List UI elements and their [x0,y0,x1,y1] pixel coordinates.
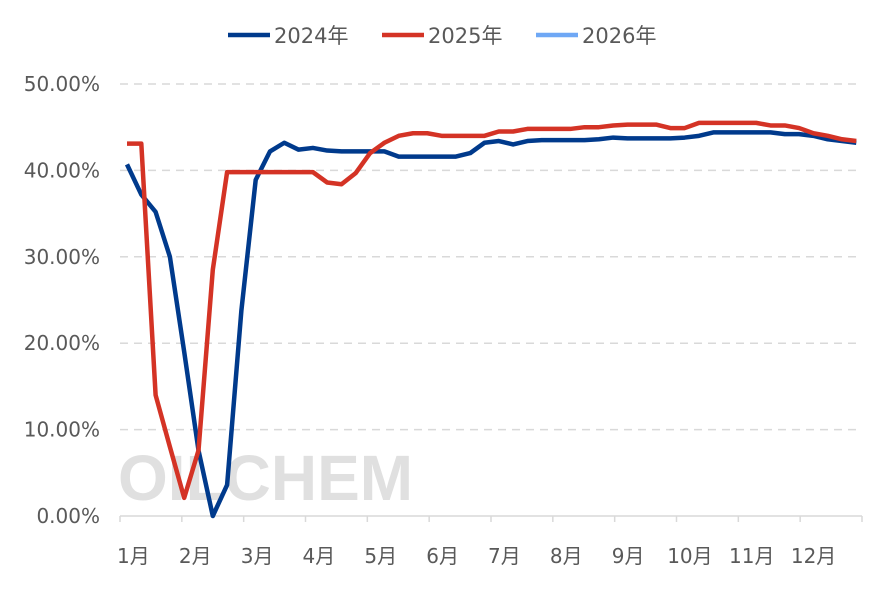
y-tick-label: 10.00% [24,418,100,442]
series-line-2024年 [124,130,857,519]
watermark: OILCHEM [118,442,413,514]
x-tick-label: 1月 [117,544,150,568]
x-tick-label: 3月 [241,544,274,568]
legend-label: 2026年 [582,24,656,48]
x-tick-label: 2月 [179,544,212,568]
legend-label: 2025年 [428,24,502,48]
y-tick-label: 30.00% [24,245,100,269]
legend-label: 2024年 [274,24,348,48]
y-tick-label: 50.00% [24,72,100,96]
x-tick-label: 7月 [488,544,521,568]
x-tick-label: 11月 [729,544,774,568]
x-tick-label: 8月 [550,544,583,568]
series-line-2025年 [127,120,857,501]
y-tick-label: 40.00% [24,158,100,182]
x-tick-label: 10月 [667,544,712,568]
x-tick-label: 5月 [364,544,397,568]
x-tick-label: 6月 [426,544,459,568]
x-tick-label: 9月 [612,544,645,568]
y-tick-label: 0.00% [36,504,100,528]
y-tick-label: 20.00% [24,331,100,355]
x-tick-label: 4月 [303,544,336,568]
x-tick-label: 12月 [791,544,836,568]
